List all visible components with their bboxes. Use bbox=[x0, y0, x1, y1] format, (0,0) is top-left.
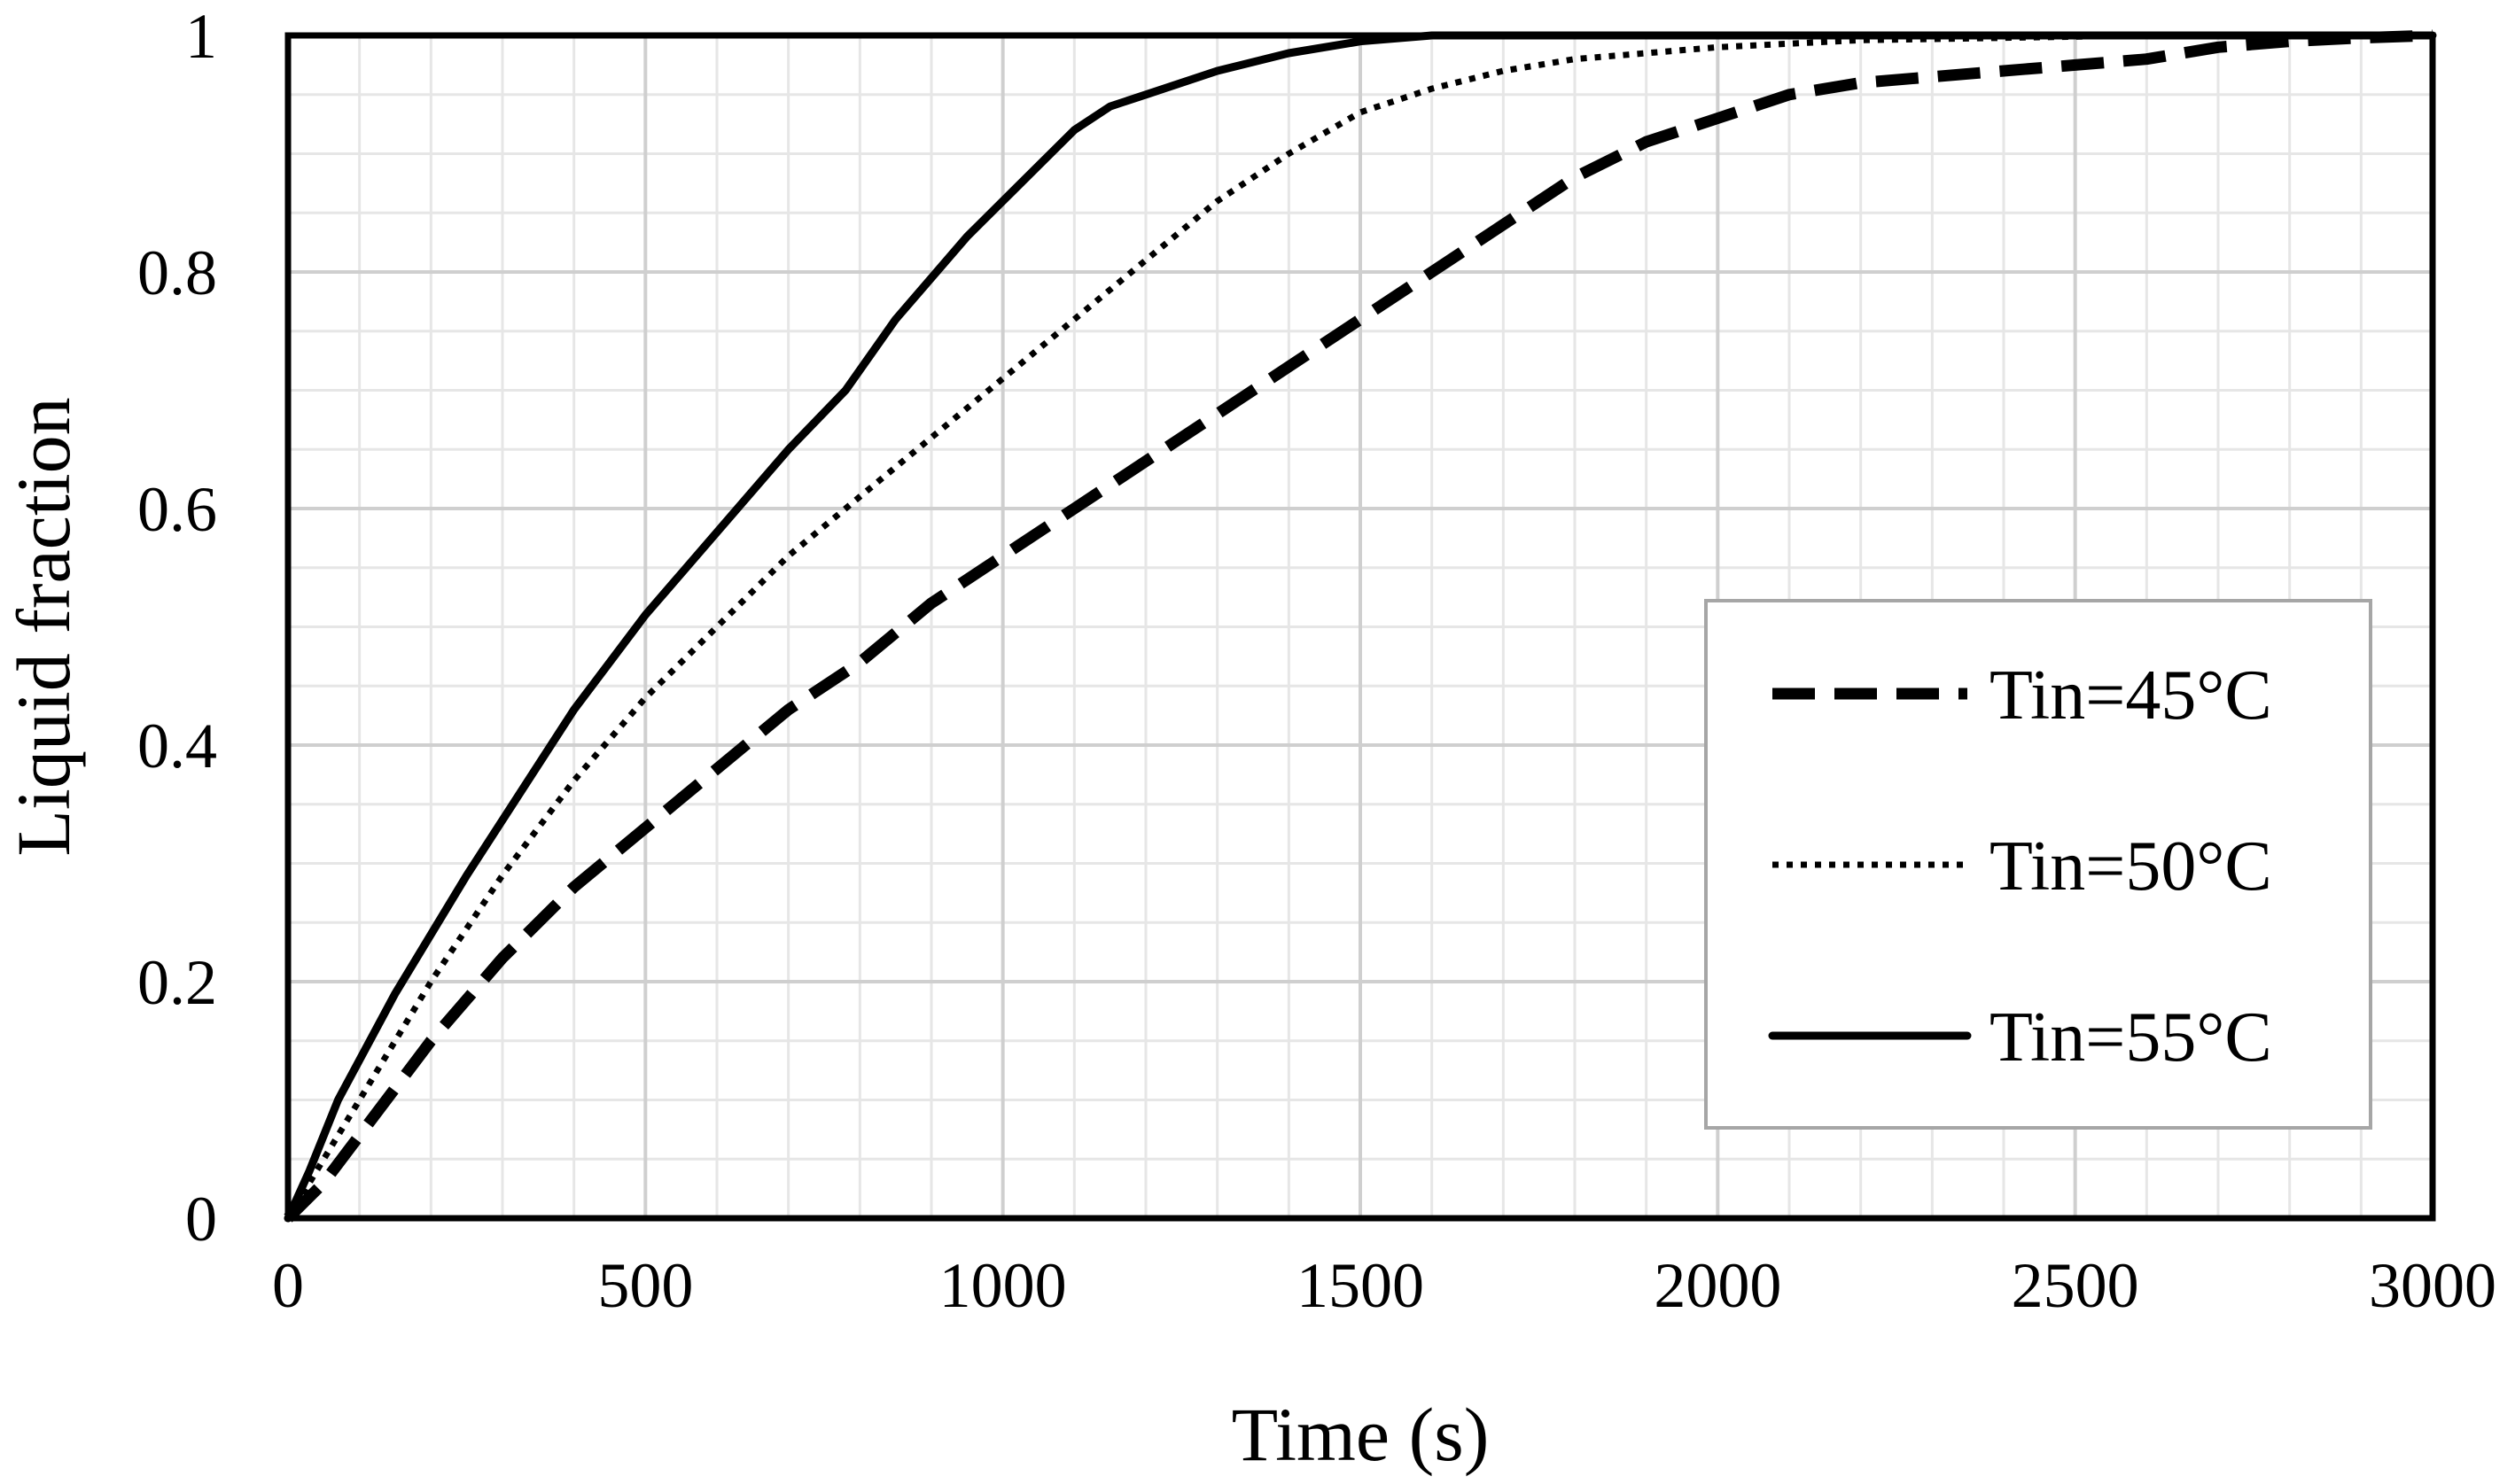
legend-item-3: Tin=55°C bbox=[1768, 998, 2272, 1076]
legend-item-2: Tin=50°C bbox=[1772, 827, 2272, 905]
series-line-2 bbox=[285, 32, 2433, 1220]
y-tick-label: 0.8 bbox=[137, 237, 217, 308]
legend: Tin=45°C Tin=50°C Tin=55°C bbox=[1704, 599, 2372, 1130]
series-line-1 bbox=[284, 29, 2433, 1223]
x-axis-title: Time (s) bbox=[1232, 1392, 1490, 1477]
x-tick-label: 500 bbox=[597, 1250, 693, 1321]
legend-label: Tin=55°C bbox=[1989, 998, 2272, 1076]
y-tick-label: 1 bbox=[185, 1, 217, 72]
legend-item-1: Tin=45°C bbox=[1772, 657, 2272, 734]
y-tick-label: 0.2 bbox=[137, 947, 217, 1018]
x-tick-label: 1000 bbox=[939, 1250, 1067, 1321]
series-layer bbox=[284, 29, 2437, 1223]
y-tick-label: 0.6 bbox=[137, 474, 217, 545]
legend-label: Tin=45°C bbox=[1989, 657, 2272, 734]
x-tick-label: 1500 bbox=[1296, 1250, 1424, 1321]
y-axis-tick-labels: 0 0.2 0.4 0.6 0.8 1 bbox=[137, 1, 217, 1255]
x-axis-tick-labels: 0 500 1000 1500 2000 2500 3000 bbox=[272, 1250, 2496, 1321]
plot-area-frame bbox=[284, 32, 2436, 1222]
y-tick-label: 0.4 bbox=[137, 711, 217, 781]
legend-label: Tin=50°C bbox=[1989, 827, 2272, 905]
x-tick-label: 0 bbox=[272, 1250, 304, 1321]
x-tick-label: 3000 bbox=[2369, 1250, 2496, 1321]
x-tick-label: 2000 bbox=[1654, 1250, 1781, 1321]
y-axis-title: Liquid fraction bbox=[1, 397, 86, 856]
series-line-3 bbox=[284, 31, 2437, 1223]
y-tick-label: 0 bbox=[185, 1184, 217, 1255]
legend-items: Tin=45°C Tin=50°C Tin=55°C bbox=[1768, 657, 2272, 1076]
x-tick-label: 2500 bbox=[2012, 1250, 2139, 1321]
